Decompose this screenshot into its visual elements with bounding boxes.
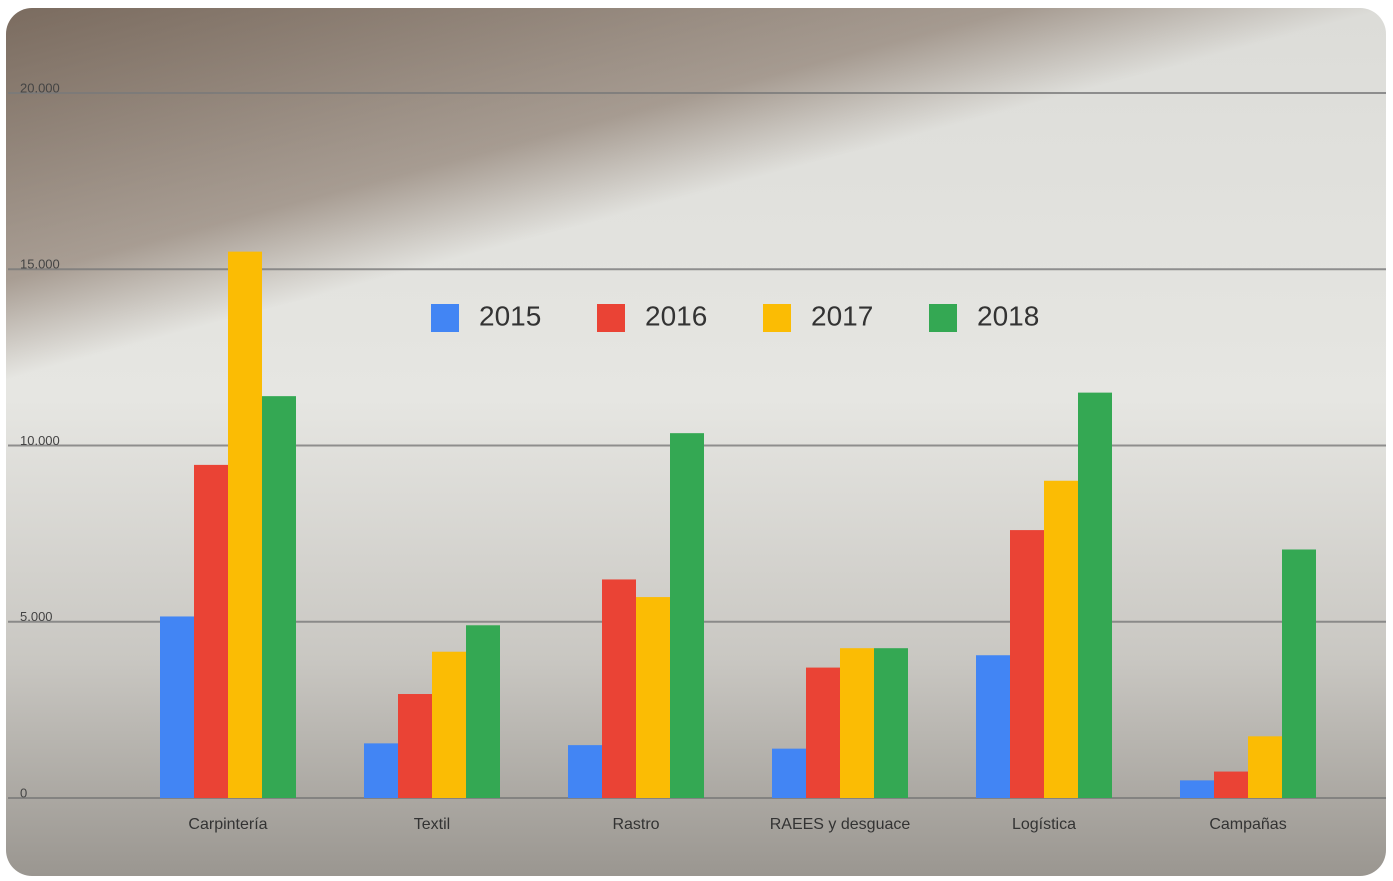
legend-label: 2017: [811, 300, 873, 331]
x-tick-label: Textil: [414, 816, 450, 833]
bar: [636, 597, 670, 798]
bar: [1044, 481, 1078, 798]
bar: [1214, 772, 1248, 798]
legend-swatch: [929, 304, 957, 332]
bar: [670, 433, 704, 798]
x-tick-label: Campañas: [1209, 816, 1286, 833]
bar: [1010, 530, 1044, 798]
y-tick-label: 0: [20, 785, 27, 800]
x-tick-label: Carpintería: [188, 816, 267, 833]
bar: [398, 694, 432, 798]
bar: [466, 625, 500, 798]
bar: [1282, 549, 1316, 798]
bar: [228, 252, 262, 798]
bar: [1248, 736, 1282, 798]
legend-label: 2016: [645, 300, 707, 331]
legend-swatch: [597, 304, 625, 332]
legend-label: 2015: [479, 300, 541, 331]
bar: [772, 749, 806, 798]
bar: [976, 655, 1010, 798]
bar: [432, 652, 466, 798]
bar: [874, 648, 908, 798]
y-tick-label: 15.000: [20, 257, 60, 272]
chart-card: 0 5.000 10.000 15.000 20.000 Carpintería Texti…: [6, 8, 1386, 876]
y-tick-label: 20.000: [20, 80, 60, 95]
bar: [602, 579, 636, 798]
bar: [262, 396, 296, 798]
y-tick-label: 5.000: [20, 609, 53, 624]
legend-swatch: [431, 304, 459, 332]
x-tick-label: Rastro: [612, 816, 659, 833]
bar: [840, 648, 874, 798]
bar: [568, 745, 602, 798]
bar: [194, 465, 228, 798]
chart: 0 5.000 10.000 15.000 20.000 Carpintería Texti…: [6, 8, 1386, 876]
bar: [806, 668, 840, 798]
bar: [1078, 393, 1112, 798]
bar: [160, 616, 194, 798]
x-tick-label: Logística: [1012, 816, 1076, 833]
bar: [364, 743, 398, 798]
x-tick-label: RAEES y desguace: [770, 816, 911, 833]
bar: [1180, 780, 1214, 798]
legend-swatch: [763, 304, 791, 332]
y-tick-label: 10.000: [20, 433, 60, 448]
legend-label: 2018: [977, 300, 1039, 331]
